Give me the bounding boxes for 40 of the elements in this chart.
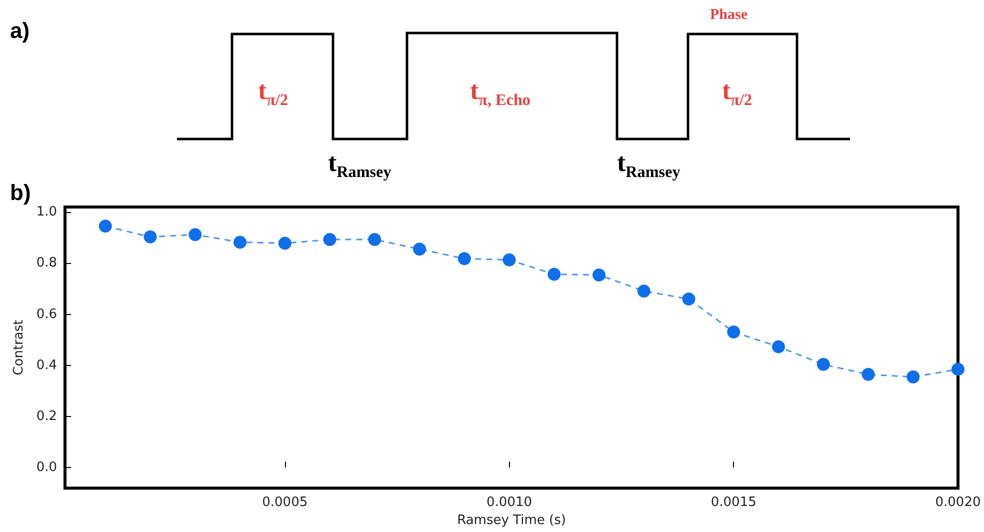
point (906, 370, 920, 384)
y-tick-label: 0.0 (36, 460, 57, 476)
point (368, 232, 382, 246)
point (144, 230, 157, 244)
text: t$_{π/2}$ (722, 76, 752, 110)
y-tick-label: 0.2 (36, 409, 57, 424)
text: t$_{π, Echo}$ (470, 76, 530, 110)
point (188, 228, 202, 242)
text: t$_{π/2}$ (258, 76, 288, 110)
x-tick-label: 0.0015 (710, 495, 756, 510)
x-tick-label: 0.0020 (935, 495, 981, 510)
y-tick-label: 0.8 (36, 256, 57, 271)
point (816, 358, 830, 371)
point (98, 220, 112, 233)
x-tick-label: 0.0005 (262, 495, 308, 510)
text: t$_{Ramsey}$ (617, 148, 680, 182)
text: t$_{Ramsey}$ (328, 148, 392, 182)
point (862, 368, 875, 381)
x-axis-title: Ramsey Time (s) (457, 513, 566, 528)
y-tick-label: 0.4 (36, 358, 57, 373)
y-tick-label: 0.6 (36, 306, 57, 322)
text: b) (10, 180, 31, 205)
point (682, 292, 696, 306)
point (592, 268, 606, 282)
y-tick-label: 1.0 (36, 204, 57, 220)
text: a) (10, 18, 30, 43)
point (458, 252, 471, 266)
point (727, 325, 740, 338)
x-tick-label: 0.0010 (486, 495, 532, 510)
text: Phase (710, 7, 748, 23)
point (772, 340, 786, 354)
point (323, 232, 336, 246)
point (548, 268, 561, 281)
point (952, 362, 964, 376)
point (413, 242, 426, 256)
y-axis-title: Contrast (11, 320, 26, 376)
point (278, 236, 292, 250)
point (502, 253, 516, 266)
point (234, 236, 247, 249)
point (637, 284, 650, 298)
